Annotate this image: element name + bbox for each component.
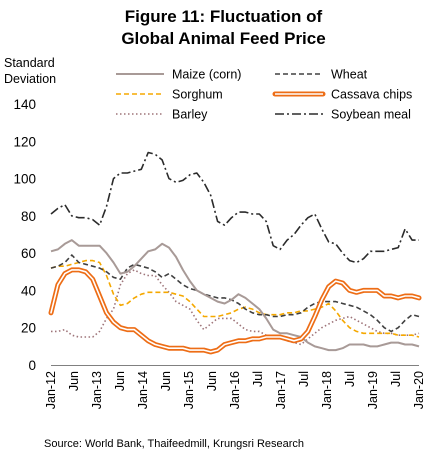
y-tick-label: 20 <box>21 321 36 336</box>
legend-sorghum-label: Sorghum <box>172 88 223 102</box>
y-tick-label: 0 <box>28 358 36 373</box>
legend-maize-corn-label: Maize (corn) <box>172 68 241 82</box>
x-tick-label: Jan-14 <box>136 371 150 409</box>
x-tick-label: Jan-16 <box>228 371 242 409</box>
series-wheat-line <box>50 254 420 333</box>
x-tick-label: Jun <box>113 371 127 391</box>
y-tick-label: 60 <box>21 246 36 261</box>
y-tick-label: 100 <box>13 172 36 187</box>
y-axis-label-line-1: Standard <box>4 56 55 70</box>
x-tick-label: Jun <box>67 371 81 391</box>
legend: Maize (corn) Wheat Sorghum Cassava chips Bar… <box>116 68 412 122</box>
y-tick-label: 140 <box>13 97 36 112</box>
x-tick-label: Jul <box>297 371 311 387</box>
x-tick-label: Jan-20 <box>412 371 426 409</box>
x-tick-label: Jan-18 <box>320 371 334 409</box>
series-sorghum-line <box>50 259 420 338</box>
series-barley-line <box>51 269 420 346</box>
x-tick-label: Jan-13 <box>90 371 104 409</box>
x-tick-label: Jul <box>343 371 357 387</box>
legend-cassava-chips-label: Cassava chips <box>331 88 412 102</box>
x-tick-label: Jan-12 <box>44 371 58 409</box>
x-tick-label: Jan-15 <box>182 371 196 409</box>
x-tick-label: Jul <box>251 371 265 387</box>
source-note: Source: World Bank, Thaifeedmill, Krungs… <box>44 438 305 450</box>
x-tick-label: Jun <box>159 371 173 391</box>
y-tick-label: 120 <box>13 134 36 149</box>
axes: 0 20 40 60 80 100 120 140 Jan-12 Jun Jan-13 Jun Jan-… <box>13 97 426 409</box>
y-axis-label-line-2: Deviation <box>4 72 57 86</box>
y-tick-label: 80 <box>21 209 36 224</box>
x-tick-label: Jun <box>205 371 219 391</box>
y-tick-label: 40 <box>21 283 36 298</box>
chart-title-line-1: Figure 11: Fluctuation of <box>124 7 323 26</box>
x-tick-label: Jan-19 <box>366 371 380 409</box>
chart-title: Figure 11: Fluctuation of Global Animal … <box>0 6 447 50</box>
series-soybean-meal-line <box>50 151 419 264</box>
chart-title-line-2: Global Animal Feed Price <box>121 29 326 48</box>
legend-wheat-label: Wheat <box>331 68 368 82</box>
legend-soybean-meal-label: Soybean meal <box>331 108 411 122</box>
series-cassava-chips-line-inner <box>50 269 420 353</box>
y-axis-label: Standard Deviation <box>4 55 56 87</box>
x-tick-label: Jul <box>389 371 403 387</box>
x-tick-label: Jan-17 <box>274 371 288 409</box>
series-layer <box>48 151 422 355</box>
legend-barley-label: Barley <box>172 108 208 122</box>
series-maize-corn-line <box>50 239 420 352</box>
